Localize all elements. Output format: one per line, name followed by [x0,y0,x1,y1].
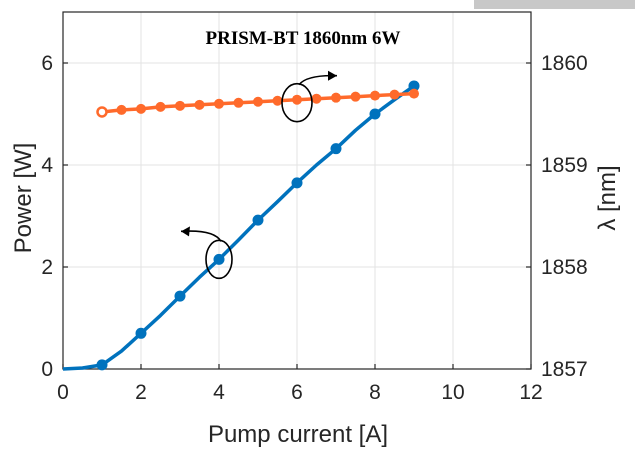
series-wavelength-point [370,90,380,101]
series-power-point [174,290,186,302]
annotation-ellipse-wavelength [281,82,313,123]
y-tick-label-left: 0 [41,358,53,381]
series-power-point [369,108,381,120]
x-tick-label: 0 [57,381,69,404]
series-wavelength-point [350,91,361,102]
y-tick-label-left: 4 [41,154,53,177]
annotation-arrowhead-power [181,226,190,237]
series-power-point [135,327,147,339]
series-wavelength-point [155,101,166,112]
series-power-point [252,214,264,226]
x-tick-label: 8 [369,381,381,404]
series-wavelength-point [409,88,419,99]
series-wavelength-point [175,100,185,111]
y-tick-label-left: 2 [41,256,53,279]
y-tick-label-left: 6 [41,52,53,75]
x-tick-label: 12 [519,381,542,404]
y-axis-title-right: λ [nm] [594,165,621,230]
series-wavelength-point [272,95,283,106]
series-power-point [96,359,108,371]
x-tick-label: 10 [441,381,464,404]
series-wavelength-point [136,103,146,114]
series-wavelength-point [331,92,341,103]
x-tick-label: 4 [213,381,225,404]
corner-artifact [474,0,635,9]
y-tick-label-right: 1857 [541,358,588,381]
series-wavelength-point [194,99,205,110]
grid [62,12,532,370]
y-tick-label-right: 1859 [541,154,588,177]
labels: 0 2 4 6 8 10 12 0 2 4 6 1857 1858 1859 1860 [41,52,587,404]
x-tick-label: 2 [135,381,147,404]
y-axis-title-left: Power [W] [10,143,37,254]
series-wavelength-point [253,96,263,107]
series-wavelength-point [389,89,400,100]
x-axis-title: Pump current [A] [208,421,388,448]
axes [62,11,532,370]
series-power-point [408,80,420,92]
y-tick-label-right: 1860 [541,52,588,75]
series-wavelength-point [311,93,322,104]
annotation-arrowhead-wavelength [328,70,337,81]
series-wavelength-point [214,98,224,109]
series-power-point [330,143,342,155]
series-power-point [213,253,225,265]
chart-title: PRISM-BT 1860nm 6W [206,28,401,49]
series-power-point [291,177,303,189]
series-wavelength-point [96,106,108,118]
axes-box [62,11,532,370]
series-layer [62,80,420,371]
series-wavelength-point [116,104,127,115]
series-wavelength-point [233,97,244,108]
series-wavelength-point [292,94,302,105]
y-tick-label-right: 1858 [541,256,588,279]
annotations [180,70,338,280]
x-tick-label: 6 [291,381,303,404]
annotation-ellipse-power [205,239,233,280]
